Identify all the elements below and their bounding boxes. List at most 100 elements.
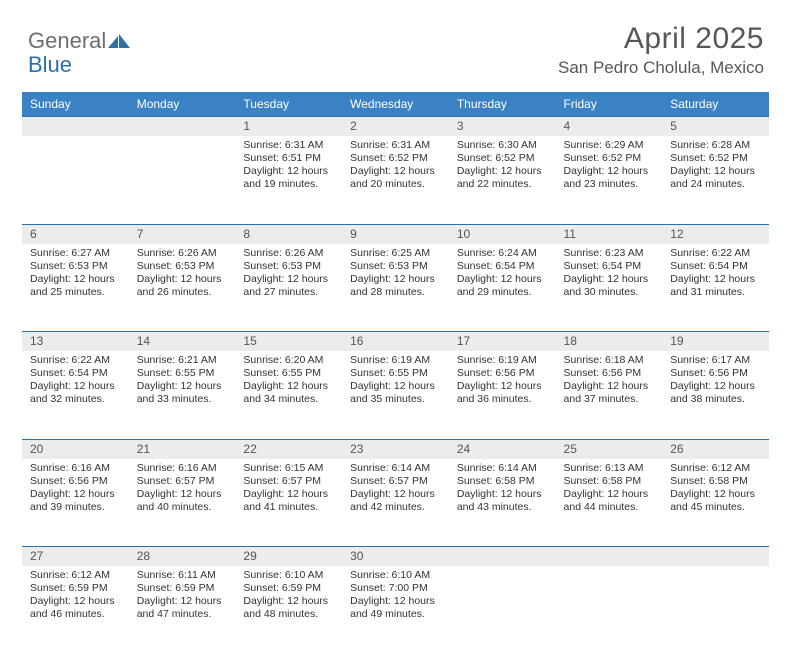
day-number-row: 6789101112 [22,224,769,244]
day-cell: Sunrise: 6:14 AMSunset: 6:58 PMDaylight:… [449,459,556,547]
day-line-ss: Sunset: 6:53 PM [30,260,121,273]
day-line-ss: Sunset: 6:54 PM [670,260,761,273]
day-cell [449,566,556,654]
day-number: 1 [235,117,342,137]
day-line-d1: Daylight: 12 hours [243,273,334,286]
day-line-d1: Daylight: 12 hours [457,165,548,178]
day-cell: Sunrise: 6:16 AMSunset: 6:56 PMDaylight:… [22,459,129,547]
day-cell: Sunrise: 6:22 AMSunset: 6:54 PMDaylight:… [22,351,129,439]
day-number: 5 [662,117,769,137]
day-line-sr: Sunrise: 6:29 AM [564,139,655,152]
day-line-d1: Daylight: 12 hours [350,165,441,178]
day-line-d2: and 37 minutes. [564,393,655,406]
day-line-d2: and 26 minutes. [137,286,228,299]
day-line-d1: Daylight: 12 hours [30,273,121,286]
day-number [449,547,556,567]
day-number: 24 [449,439,556,459]
day-line-d2: and 27 minutes. [243,286,334,299]
day-cell: Sunrise: 6:10 AMSunset: 7:00 PMDaylight:… [342,566,449,654]
day-number: 8 [235,224,342,244]
day-line-sr: Sunrise: 6:19 AM [350,354,441,367]
day-line-d1: Daylight: 12 hours [350,595,441,608]
day-line-d1: Daylight: 12 hours [350,380,441,393]
day-number: 13 [22,332,129,352]
day-line-sr: Sunrise: 6:25 AM [350,247,441,260]
title-block: April 2025 San Pedro Cholula, Mexico [558,22,764,78]
day-line-d2: and 31 minutes. [670,286,761,299]
day-line-sr: Sunrise: 6:22 AM [30,354,121,367]
day-line-d1: Daylight: 12 hours [350,488,441,501]
day-cell: Sunrise: 6:17 AMSunset: 6:56 PMDaylight:… [662,351,769,439]
day-line-ss: Sunset: 6:57 PM [243,475,334,488]
day-line-d2: and 30 minutes. [564,286,655,299]
day-line-sr: Sunrise: 6:27 AM [30,247,121,260]
day-number: 28 [129,547,236,567]
day-line-ss: Sunset: 6:58 PM [457,475,548,488]
day-number: 18 [556,332,663,352]
day-number: 9 [342,224,449,244]
day-line-sr: Sunrise: 6:30 AM [457,139,548,152]
day-line-ss: Sunset: 6:58 PM [564,475,655,488]
day-cell: Sunrise: 6:19 AMSunset: 6:55 PMDaylight:… [342,351,449,439]
day-cell: Sunrise: 6:11 AMSunset: 6:59 PMDaylight:… [129,566,236,654]
day-line-d1: Daylight: 12 hours [457,488,548,501]
day-line-ss: Sunset: 6:52 PM [670,152,761,165]
day-line-d2: and 40 minutes. [137,501,228,514]
day-number: 10 [449,224,556,244]
day-line-d2: and 29 minutes. [457,286,548,299]
day-line-d1: Daylight: 12 hours [30,488,121,501]
day-number: 29 [235,547,342,567]
day-cell: Sunrise: 6:27 AMSunset: 6:53 PMDaylight:… [22,244,129,332]
header: General April 2025 San Pedro Cholula, Me… [0,0,792,82]
day-line-d1: Daylight: 12 hours [670,380,761,393]
day-line-ss: Sunset: 6:53 PM [350,260,441,273]
day-cell: Sunrise: 6:29 AMSunset: 6:52 PMDaylight:… [556,136,663,224]
day-cell: Sunrise: 6:18 AMSunset: 6:56 PMDaylight:… [556,351,663,439]
day-line-sr: Sunrise: 6:17 AM [670,354,761,367]
day-line-d2: and 36 minutes. [457,393,548,406]
day-line-d1: Daylight: 12 hours [457,380,548,393]
weekday-header: Saturday [662,92,769,117]
day-line-d2: and 34 minutes. [243,393,334,406]
weekday-header: Thursday [449,92,556,117]
day-line-d2: and 45 minutes. [670,501,761,514]
day-cell: Sunrise: 6:30 AMSunset: 6:52 PMDaylight:… [449,136,556,224]
day-line-ss: Sunset: 6:55 PM [350,367,441,380]
brand-text-blue: Blue [28,52,72,77]
day-line-sr: Sunrise: 6:26 AM [243,247,334,260]
day-cell [662,566,769,654]
day-line-sr: Sunrise: 6:10 AM [350,569,441,582]
day-cell: Sunrise: 6:20 AMSunset: 6:55 PMDaylight:… [235,351,342,439]
day-line-sr: Sunrise: 6:10 AM [243,569,334,582]
weekday-header: Friday [556,92,663,117]
day-line-d1: Daylight: 12 hours [137,380,228,393]
day-line-d2: and 32 minutes. [30,393,121,406]
day-line-sr: Sunrise: 6:31 AM [350,139,441,152]
day-line-sr: Sunrise: 6:14 AM [350,462,441,475]
day-line-sr: Sunrise: 6:31 AM [243,139,334,152]
weekday-header: Sunday [22,92,129,117]
day-cell: Sunrise: 6:25 AMSunset: 6:53 PMDaylight:… [342,244,449,332]
brand-text-blue-wrap: Blue [28,52,72,78]
day-line-sr: Sunrise: 6:21 AM [137,354,228,367]
day-line-d2: and 48 minutes. [243,608,334,621]
day-line-ss: Sunset: 6:56 PM [457,367,548,380]
day-cell: Sunrise: 6:21 AMSunset: 6:55 PMDaylight:… [129,351,236,439]
day-line-d1: Daylight: 12 hours [30,380,121,393]
day-line-sr: Sunrise: 6:16 AM [30,462,121,475]
day-line-d2: and 47 minutes. [137,608,228,621]
day-line-ss: Sunset: 6:54 PM [564,260,655,273]
day-line-ss: Sunset: 6:52 PM [457,152,548,165]
day-line-d1: Daylight: 12 hours [30,595,121,608]
day-number: 30 [342,547,449,567]
day-cell: Sunrise: 6:19 AMSunset: 6:56 PMDaylight:… [449,351,556,439]
weekday-header-row: Sunday Monday Tuesday Wednesday Thursday… [22,92,769,117]
day-line-d1: Daylight: 12 hours [457,273,548,286]
day-line-d1: Daylight: 12 hours [670,165,761,178]
brand-sail-icon [108,34,130,48]
day-cell: Sunrise: 6:22 AMSunset: 6:54 PMDaylight:… [662,244,769,332]
day-line-ss: Sunset: 7:00 PM [350,582,441,595]
day-line-ss: Sunset: 6:59 PM [137,582,228,595]
day-line-sr: Sunrise: 6:19 AM [457,354,548,367]
day-line-ss: Sunset: 6:54 PM [457,260,548,273]
